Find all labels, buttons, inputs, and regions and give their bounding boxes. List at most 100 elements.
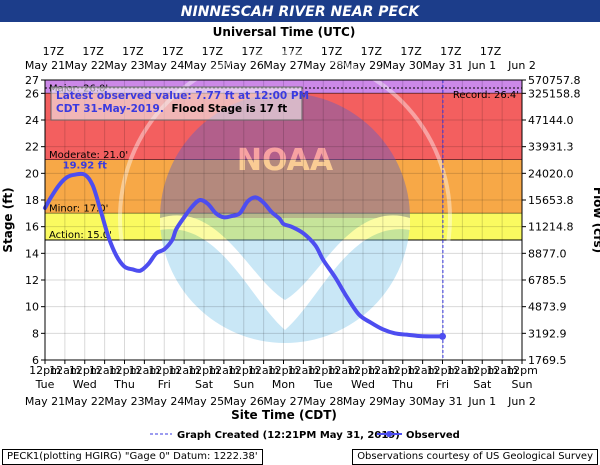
x-tick-time-label: 12pm xyxy=(29,364,61,377)
y-axis-title: Stage (ft) xyxy=(1,187,15,252)
watermark-agency-label: NOAA xyxy=(237,143,334,178)
y-tick-label: 27 xyxy=(25,74,39,87)
top-hour-label: 17Z xyxy=(122,45,144,58)
x-tick-day-label: Sun xyxy=(233,378,254,391)
observed-series: 19.92 ft xyxy=(43,160,446,340)
x-tick-time-label: 12am xyxy=(49,364,80,377)
y2-axis-title: Flow (cfs) xyxy=(591,187,600,253)
x-tick-time-label: 12pm xyxy=(109,364,141,377)
top-date-label: May 22 xyxy=(65,59,105,72)
x-tick-date-label: May 25 xyxy=(184,395,224,408)
band-label-action: Action: 15.0' xyxy=(49,230,112,241)
legend-observed-label: Observed xyxy=(406,430,460,441)
x-tick-time-label: 12am xyxy=(129,364,160,377)
x-tick-day-label: Thu xyxy=(391,378,413,391)
top-date-label: May 29 xyxy=(343,59,383,72)
y2-tick-label: 8877.0 xyxy=(528,247,567,260)
footer-source: Observations courtesy of US Geological S… xyxy=(352,449,598,465)
x-tick-time-label: 12am xyxy=(89,364,120,377)
top-date-label: Jun 1 xyxy=(467,59,496,72)
x-tick-date-label: May 22 xyxy=(65,395,105,408)
watermark-upper-half xyxy=(160,93,410,218)
top-hour-label: 17Z xyxy=(361,45,383,58)
y2-tick-label: 6785.5 xyxy=(528,274,567,287)
x-tick-time-label: 12am xyxy=(327,364,358,377)
x-tick-day-label: Thu xyxy=(113,378,135,391)
x-tick-time-label: 12pm xyxy=(69,364,101,377)
x-tick-time-label: 12am xyxy=(248,364,279,377)
top-hour-label: 17Z xyxy=(43,45,65,58)
x-tick-day-label: Fri xyxy=(158,378,171,391)
top-hour-label: 17Z xyxy=(82,45,104,58)
y-tick-label: 16 xyxy=(25,221,39,234)
x-tick-time-label: 12am xyxy=(168,364,199,377)
top-hour-label: 17Z xyxy=(480,45,502,58)
x-axis-title: Site Time (CDT) xyxy=(231,408,337,422)
top-hour-label: 17Z xyxy=(241,45,263,58)
x-tick-day-label: Mon xyxy=(272,378,295,391)
x-tick-date-label: Jun 2 xyxy=(507,395,536,408)
top-hour-label: 17Z xyxy=(281,45,303,58)
y2-tick-label: 24020.0 xyxy=(528,167,574,180)
x-tick-day-label: Tue xyxy=(35,378,55,391)
top-hour-label: 17Z xyxy=(321,45,343,58)
x-tick-time-label: 12pm xyxy=(188,364,220,377)
x-tick-date-label: May 27 xyxy=(263,395,303,408)
band-label-moderate: Moderate: 21.0' xyxy=(49,150,128,161)
chart-title: NINNESCAH RIVER NEAR PECK xyxy=(181,4,421,20)
x-tick-day-label: Sun xyxy=(512,378,533,391)
y-axis-right: 1769.5 3192.9 4873.9 6785.5 8877.0 11214.8 156… xyxy=(522,74,581,367)
x-tick-day-label: Sat xyxy=(473,378,492,391)
y-tick-label: 6 xyxy=(32,354,39,367)
y2-tick-label: 33931.3 xyxy=(528,141,574,154)
y2-tick-label: 15653.8 xyxy=(528,194,574,207)
y-tick-label: 18 xyxy=(25,194,39,207)
flood-stage-note: Flood Stage is 17 ft xyxy=(172,103,288,115)
band-label-minor: Minor: 17.0' xyxy=(49,203,108,214)
footer-datum: PECK1(plotting HGIRG) "Gage 0" Datum: 12… xyxy=(2,449,263,465)
top-date-label: May 26 xyxy=(224,59,264,72)
x-tick-time-label: 12pm xyxy=(347,364,379,377)
x-tick-date-label: May 24 xyxy=(144,395,184,408)
x-tick-time-label: 12pm xyxy=(466,364,498,377)
x-tick-time-label: 12am xyxy=(407,364,438,377)
latest-value-date: CDT 31-May-2019. xyxy=(56,103,164,115)
top-date-label: May 25 xyxy=(184,59,224,72)
x-tick-date-label: May 29 xyxy=(343,395,383,408)
y-tick-label: 24 xyxy=(25,114,39,127)
y2-tick-label: 47144.0 xyxy=(528,114,574,127)
x-tick-time-label: 12pm xyxy=(307,364,339,377)
latest-observed-marker xyxy=(439,332,446,340)
observed-line xyxy=(43,171,445,339)
legend-observed-marker xyxy=(386,431,392,437)
x-tick-time-label: 12am xyxy=(367,364,398,377)
latest-value-box xyxy=(50,86,303,121)
top-date-label: May 27 xyxy=(263,59,303,72)
y2-tick-label: 325158.8 xyxy=(528,87,581,100)
top-hour-label: 17Z xyxy=(400,45,422,58)
x-tick-date-label: May 26 xyxy=(224,395,264,408)
x-tick-date-label: May 28 xyxy=(303,395,343,408)
watermark-outer-circle xyxy=(118,51,452,385)
top-date-label: May 21 xyxy=(25,59,65,72)
y2-tick-label: 4873.9 xyxy=(528,301,567,314)
x-tick-day-label: Tue xyxy=(313,378,333,391)
watermark-lower-half xyxy=(160,218,410,343)
top-date-label: May 24 xyxy=(144,59,184,72)
y-tick-label: 26 xyxy=(25,87,39,100)
top-date-label: May 30 xyxy=(383,59,423,72)
x-tick-day-label: Sat xyxy=(195,378,214,391)
title-bar xyxy=(0,0,600,22)
y-tick-label: 10 xyxy=(25,301,39,314)
x-tick-day-label: Wed xyxy=(351,378,375,391)
y2-tick-label: 570757.8 xyxy=(528,74,581,87)
y-tick-label: 12 xyxy=(25,274,39,287)
y-tick-label: 14 xyxy=(25,247,39,260)
x-tick-time-label: 12pm xyxy=(506,364,538,377)
top-date-label: May 23 xyxy=(104,59,144,72)
x-tick-date-label: May 23 xyxy=(104,395,144,408)
